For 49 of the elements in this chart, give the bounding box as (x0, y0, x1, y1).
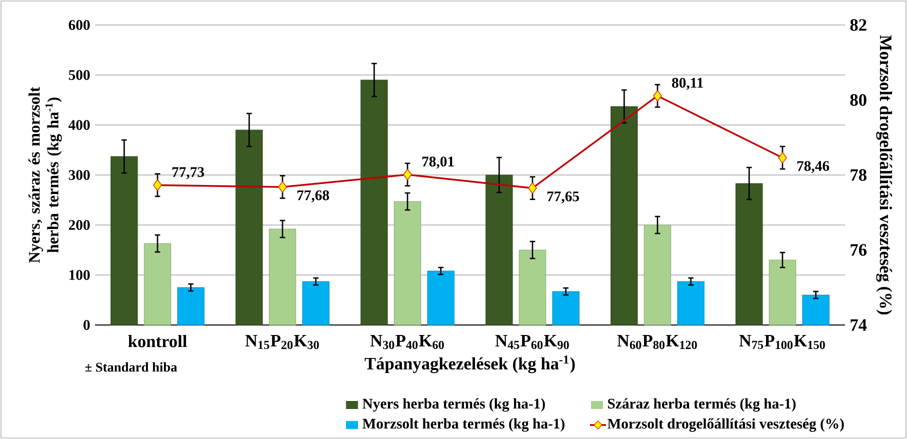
x-tick-label: N$_{45}$P$_{60}$K$_{90}$ (495, 335, 569, 350)
bar (644, 224, 672, 326)
data-label: 77,73 (172, 167, 204, 180)
bar (394, 201, 422, 326)
bar (302, 281, 330, 326)
x-axis-title: Tápanyagkezelések (kg ha$^{-1}$) (364, 356, 575, 374)
legend-label: Száraz herba termés (kg ha-1) (608, 398, 796, 412)
y2-tick-label: 80 (850, 94, 866, 106)
bar (518, 250, 546, 326)
x-tick-label: N$_{60}$P$_{80}$K$_{120}$ (617, 335, 697, 350)
y-tick-label: 200 (68, 220, 90, 230)
y-tick-label: 0 (84, 320, 90, 330)
bar (177, 287, 204, 326)
x-tick-label: N$_{75}$P$_{100}$K$_{150}$ (739, 335, 825, 350)
data-label: 77,65 (547, 191, 580, 204)
bar (486, 174, 513, 326)
bar (736, 183, 763, 326)
bar (610, 106, 638, 326)
legend-label: Morzsolt drogelőállítási veszteség (%) (608, 418, 844, 432)
x-tick-label: kontroll (128, 335, 187, 348)
data-label: 78,46 (797, 161, 830, 174)
x-tick-label: N$_{30}$P$_{40}$K$_{60}$ (370, 335, 444, 350)
y2-axis-title: Morzsolt drogelőállítási veszteség (%) (876, 35, 892, 314)
bar (360, 80, 388, 326)
y-tick-label: 500 (68, 70, 90, 80)
data-label: 77,68 (297, 190, 330, 202)
y2-tick-label: 74 (850, 319, 867, 331)
y2-tick-label: 82 (850, 19, 866, 31)
legend-label: Morzsolt herba termés (kg ha-1) (362, 418, 564, 432)
text: ± Standard hiba (85, 362, 178, 372)
y2-tick-label: 76 (850, 244, 867, 256)
bar (552, 291, 580, 326)
x-tick-label: N$_{15}$P$_{20}$K$_{30}$ (245, 335, 319, 350)
bar (768, 260, 796, 326)
y-tick-label: 300 (68, 170, 90, 180)
y-tick-label: 600 (68, 20, 90, 30)
bar (268, 228, 296, 326)
bar (144, 243, 172, 326)
data-label: 78,01 (422, 156, 454, 169)
legend-label: Nyers herba termés (kg ha-1) (362, 398, 545, 412)
data-label: 80,11 (672, 78, 703, 90)
bar (236, 130, 263, 326)
bar (677, 281, 704, 326)
bar (802, 294, 830, 326)
bar (110, 156, 138, 326)
y2-tick-label: 78 (850, 169, 866, 181)
y-tick-label: 400 (68, 120, 90, 130)
bar (427, 270, 454, 326)
y-tick-label: 100 (69, 270, 90, 280)
